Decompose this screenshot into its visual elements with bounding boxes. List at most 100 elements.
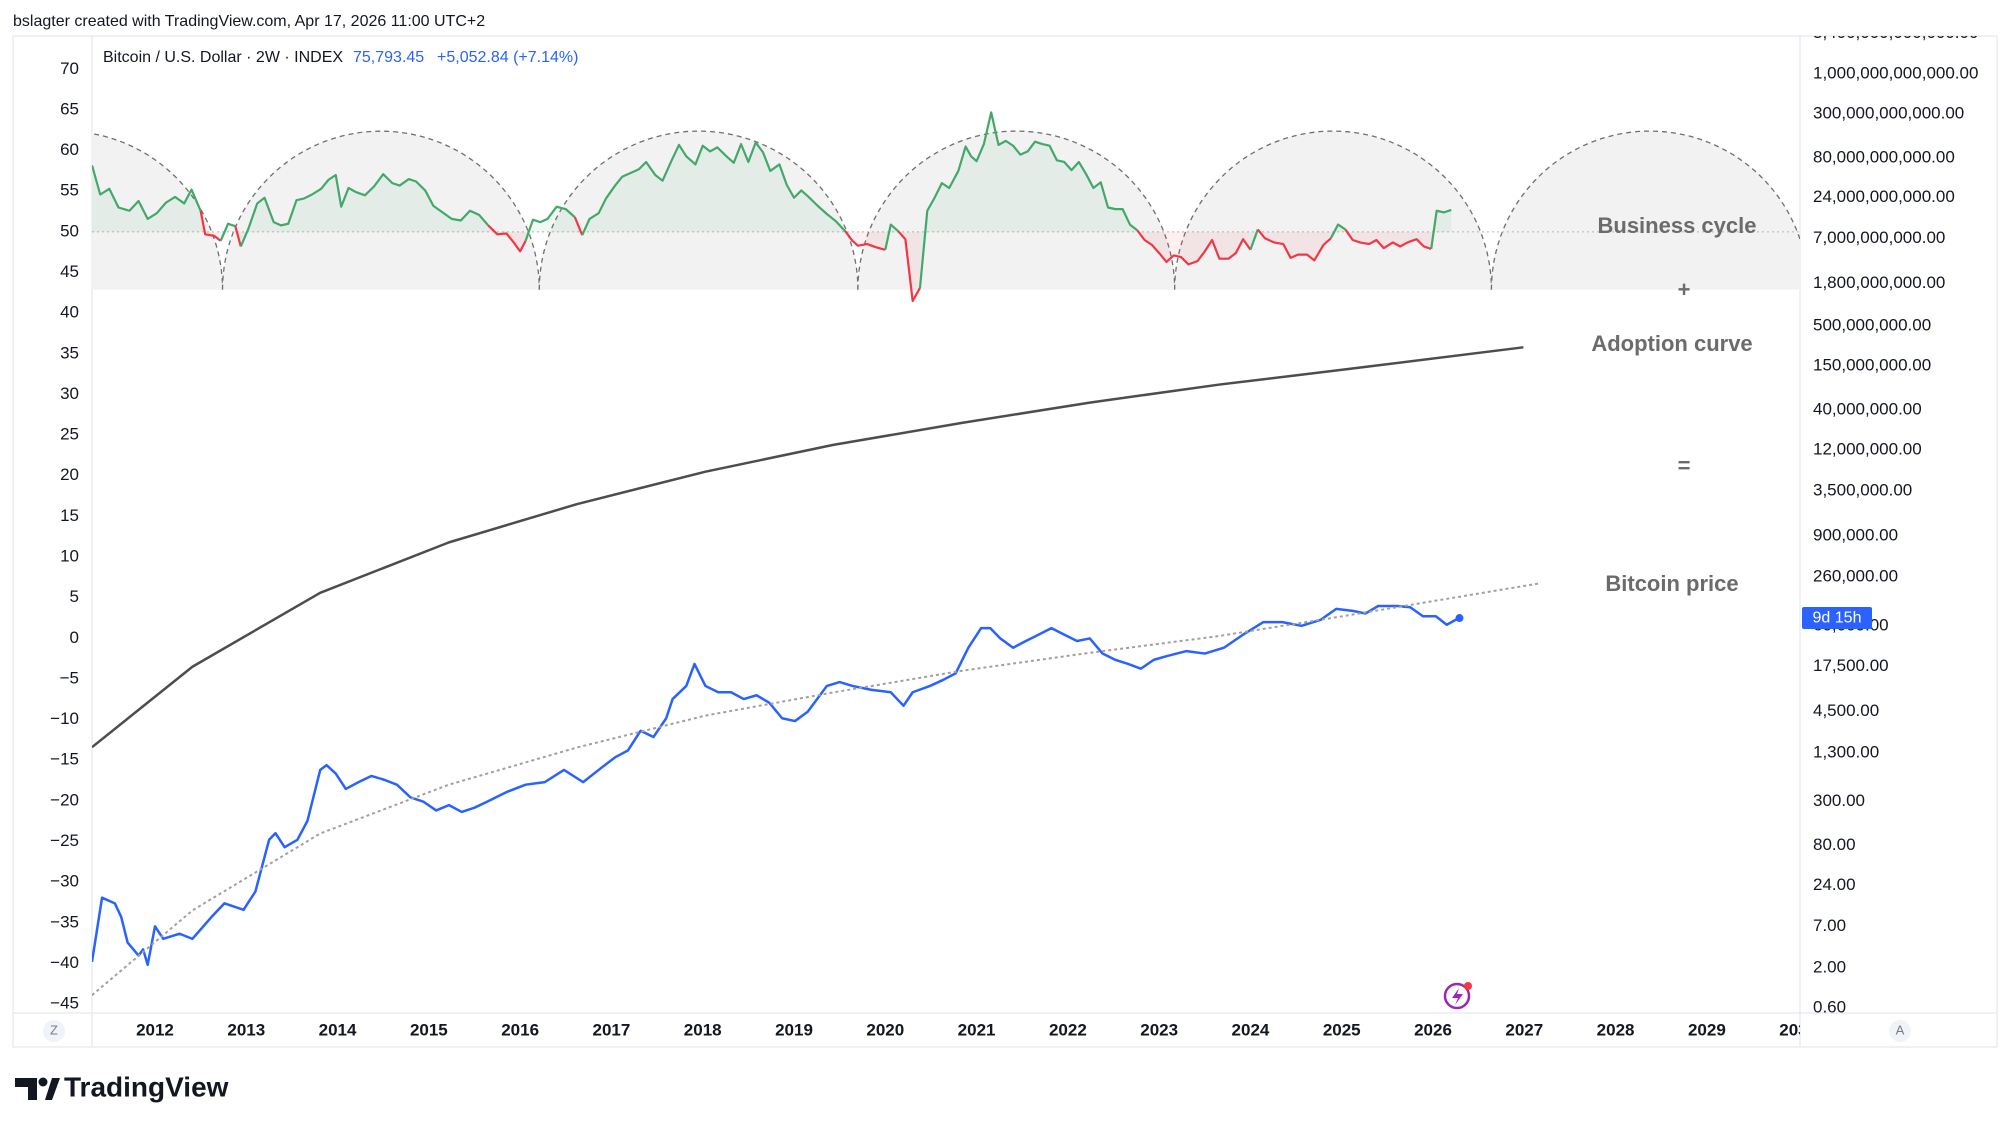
x-tick-label: 2025: [1323, 1020, 1361, 1039]
y2-tick-label: 24,000,000,000.00: [1813, 187, 1955, 206]
y-tick-label: −40: [50, 953, 79, 972]
cycle-fill: [1137, 230, 1251, 265]
lightning-icon[interactable]: [1443, 982, 1472, 1010]
cycle-fill: [92, 165, 201, 232]
cycle-fill: [845, 231, 886, 250]
y-tick-label: 40: [60, 303, 79, 322]
x-tick-label: 2028: [1597, 1020, 1635, 1039]
y2-tick-label: 7.00: [1813, 916, 1846, 935]
y2-tick-label: 150,000,000.00: [1813, 356, 1931, 375]
y-tick-label: 70: [60, 59, 79, 78]
y-tick-label: −20: [50, 790, 79, 809]
cycle-fill: [220, 223, 236, 241]
y2-tick-label: 17,500.00: [1813, 656, 1889, 675]
cycle-fill: [885, 224, 899, 250]
cycle-arc-fill: [1174, 131, 1492, 290]
y-tick-label: 60: [60, 140, 79, 159]
y2-tick-label: 300.00: [1813, 791, 1865, 810]
cycle-line: [92, 164, 202, 220]
y-tick-label: 25: [60, 425, 79, 444]
y-tick-label: −45: [50, 994, 79, 1013]
cycle-line: [524, 205, 576, 242]
cycle-line: [1136, 229, 1252, 266]
x-tick-label: 2013: [227, 1020, 265, 1039]
cycle-arc: [1174, 130, 1493, 290]
x-tick-label: 2021: [958, 1020, 996, 1039]
y2-tick-label: 1,000,000,000,000.00: [1813, 63, 1978, 82]
x-tick-label: 2015: [410, 1020, 448, 1039]
y2-tick-label: 80.00: [1813, 835, 1856, 854]
z-label: Z: [50, 1022, 58, 1037]
cycle-fill: [919, 112, 1138, 288]
annotation: Business cycle: [1598, 213, 1757, 238]
cycle-fill: [1345, 229, 1432, 249]
cycle-line: [1249, 229, 1259, 251]
y-tick-label: 45: [60, 262, 79, 281]
x-tick-label: 2016: [501, 1020, 539, 1039]
cycle-line: [844, 230, 886, 251]
legend-price: 75,793.45: [353, 49, 424, 66]
y-tick-label: 20: [60, 465, 79, 484]
cycle-arc-fill: [1491, 131, 1800, 290]
y-tick-label: −35: [50, 912, 79, 931]
y-tick-label: 0: [70, 628, 79, 647]
cycle-line: [219, 222, 236, 242]
series-line: [92, 346, 1524, 749]
cycle-arc-fill: [857, 131, 1175, 290]
y2-tick-label: 3,400,000,000,000.00: [1813, 23, 1978, 42]
x-tick-label: 2023: [1140, 1020, 1178, 1039]
y-tick-label: 65: [60, 99, 79, 118]
y2-tick-label: 12,000,000.00: [1813, 439, 1922, 458]
cycle-arc: [1490, 130, 1800, 290]
time-axis: 2012 2013 2014 2015 2016 2017 2018 2019 2020 2021…: [136, 1020, 1800, 1039]
cycle-fill: [1257, 229, 1331, 261]
countdown: 9d 15h: [1813, 609, 1862, 626]
annotation: +: [1678, 277, 1691, 302]
y-tick-label: 55: [60, 181, 79, 200]
y2-tick-label: 40,000,000.00: [1813, 400, 1922, 419]
legend-symbol: Bitcoin / U.S. Dollar · 2W · INDEX: [103, 49, 343, 66]
cycle-line: [199, 210, 222, 242]
y2-tick-label: 1,300.00: [1813, 742, 1879, 761]
legend-change: +5,052.84 (+7.14%): [437, 49, 578, 66]
y-tick-label: 5: [70, 587, 79, 606]
x-tick-label: 2019: [775, 1020, 813, 1039]
cycle-arc: [538, 130, 859, 290]
x-tick-label: 2024: [1232, 1020, 1270, 1039]
x-tick-label: 2027: [1505, 1020, 1543, 1039]
annotation: =: [1678, 453, 1691, 478]
chart-frame: [12, 35, 1998, 1048]
y-tick-label: 35: [60, 343, 79, 362]
x-tick-label: 2012: [136, 1020, 174, 1039]
cycle-line: [487, 224, 527, 253]
y-tick-label: −25: [50, 831, 79, 850]
y2-tick-label: 260,000.00: [1813, 567, 1898, 586]
x-tick-label: 2026: [1414, 1020, 1452, 1039]
y-tick-label: −15: [50, 750, 79, 769]
y2-tick-label: 900,000.00: [1813, 525, 1898, 544]
cycle-line: [918, 111, 1138, 289]
y2-tick-label: 3,500,000.00: [1813, 480, 1912, 499]
header: bslagter created with TradingView.com, A…: [13, 13, 485, 30]
y2-tick-label: 24.00: [1813, 875, 1856, 894]
cycle-line: [1344, 228, 1432, 251]
a-button[interactable]: A: [1889, 1020, 1911, 1042]
y-tick-label: 10: [60, 546, 79, 565]
cycle-line: [1430, 208, 1452, 250]
y-tick-label: −5: [60, 668, 79, 687]
cycle-arc-fill: [539, 131, 858, 290]
cycle-line: [1329, 223, 1347, 239]
x-tick-label: 2029: [1688, 1020, 1726, 1039]
y-tick-label: 50: [60, 221, 79, 240]
annotation: Adoption curve: [1591, 331, 1752, 356]
left-axis: −45 −40 −35 −30 −25 −20 −15 −10 −5 0 5 10 15 20 25 30 35…: [50, 59, 79, 1013]
logo-text: TradingView: [64, 1071, 229, 1102]
z-button[interactable]: Z: [43, 1020, 65, 1042]
cycle-line: [581, 141, 846, 236]
y-tick-label: −10: [50, 709, 79, 728]
pane: [92, 111, 1800, 996]
y-tick-label: 15: [60, 506, 79, 525]
cycle-fill: [240, 174, 489, 247]
y2-tick-label: 300,000,000,000.00: [1813, 103, 1964, 122]
